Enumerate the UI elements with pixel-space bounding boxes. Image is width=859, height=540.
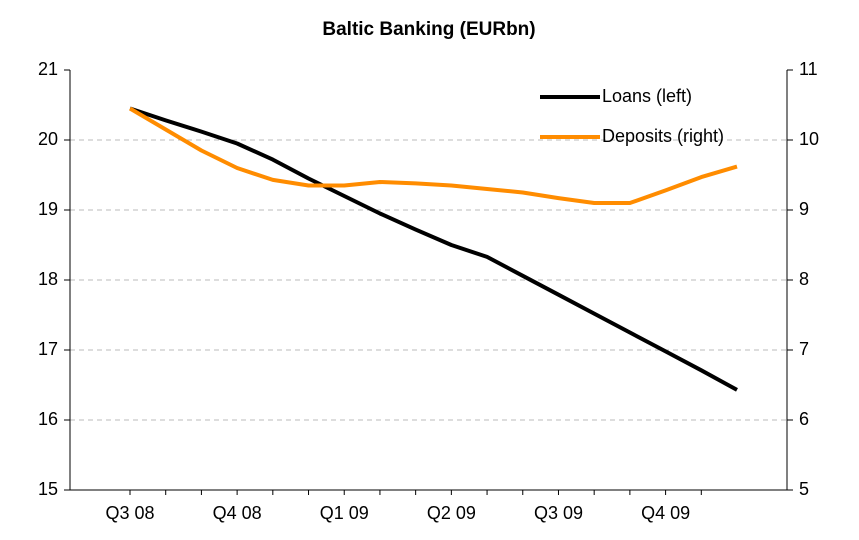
x-tick-label: Q1 09 bbox=[320, 503, 369, 523]
x-tick-label: Q4 09 bbox=[641, 503, 690, 523]
y2-tick-label: 9 bbox=[799, 199, 809, 219]
x-tick-label: Q3 09 bbox=[534, 503, 583, 523]
y2-tick-label: 5 bbox=[799, 479, 809, 499]
y-tick-label: 18 bbox=[38, 269, 58, 289]
y2-tick-label: 6 bbox=[799, 409, 809, 429]
y2-tick-label: 8 bbox=[799, 269, 809, 289]
series-line bbox=[128, 106, 738, 205]
series-line bbox=[129, 106, 738, 392]
y2-tick-label: 7 bbox=[799, 339, 809, 359]
y-tick-label: 16 bbox=[38, 409, 58, 429]
y2-tick-label: 10 bbox=[799, 129, 819, 149]
chart-title: Baltic Banking (EURbn) bbox=[322, 19, 535, 40]
x-tick-label: Q4 08 bbox=[213, 503, 262, 523]
y-tick-label: 19 bbox=[38, 199, 58, 219]
legend-label: Deposits (right) bbox=[602, 126, 724, 146]
y-tick-label: 17 bbox=[38, 339, 58, 359]
y-tick-label: 21 bbox=[38, 59, 58, 79]
x-tick-label: Q2 09 bbox=[427, 503, 476, 523]
y-tick-label: 20 bbox=[38, 129, 58, 149]
y-tick-label: 15 bbox=[38, 479, 58, 499]
legend-label: Loans (left) bbox=[602, 86, 692, 106]
y2-tick-label: 11 bbox=[799, 59, 818, 79]
x-tick-label: Q3 08 bbox=[105, 503, 154, 523]
